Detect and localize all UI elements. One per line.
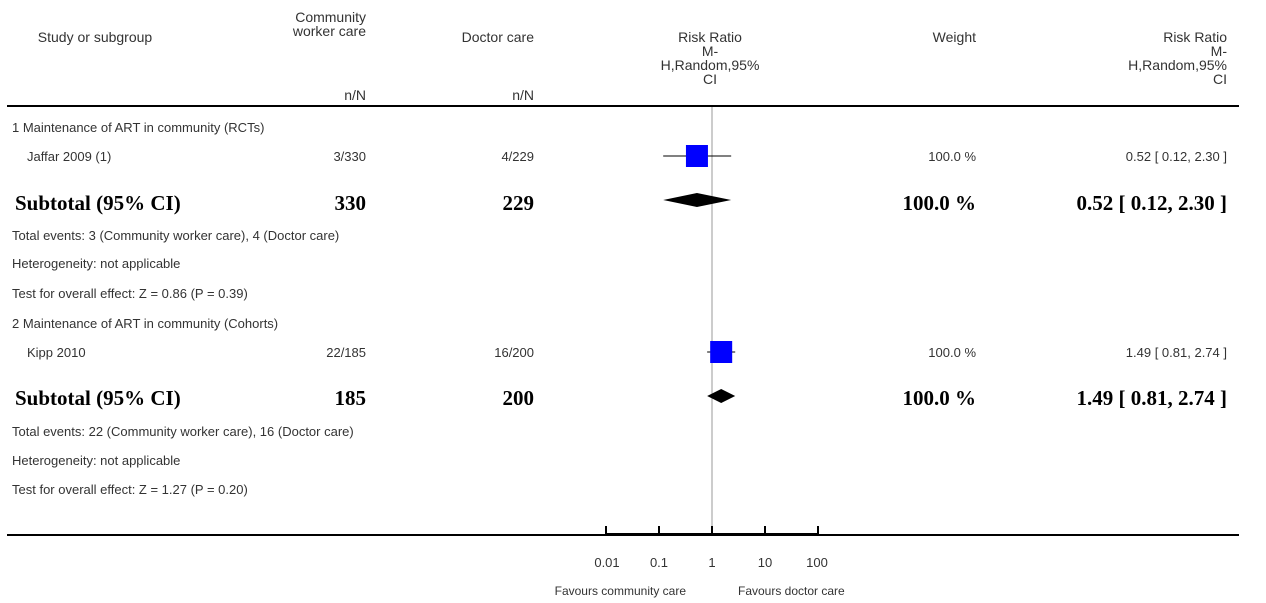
subgroup-title: 2 Maintenance of ART in community (Cohor… bbox=[12, 316, 279, 331]
header-ci: Risk Ratio M- H,Random,95% CI bbox=[1128, 29, 1227, 87]
study-group2-events: 16/200 bbox=[494, 345, 534, 360]
study-group1-events: 3/330 bbox=[333, 149, 366, 164]
subgroup-title: 1 Maintenance of ART in community (RCTs) bbox=[12, 120, 265, 135]
study-ci: 0.52 [ 0.12, 2.30 ] bbox=[1125, 149, 1227, 164]
subtotal-diamond bbox=[707, 389, 736, 403]
header-group1: Community worker care bbox=[292, 9, 366, 39]
heterogeneity: Heterogeneity: not applicable bbox=[12, 453, 181, 468]
overall-effect: Test for overall effect: Z = 1.27 (P = 0… bbox=[12, 482, 248, 497]
tick-label: 10 bbox=[757, 555, 773, 570]
subtotal-weight: 100.0 % bbox=[902, 386, 977, 410]
study-ci: 1.49 [ 0.81, 2.74 ] bbox=[1125, 345, 1227, 360]
study-group2-events: 4/229 bbox=[501, 149, 534, 164]
header-weight: Weight bbox=[932, 29, 976, 45]
header-group1-unit: n/N bbox=[344, 87, 366, 103]
study-marker bbox=[685, 145, 708, 167]
total-events: Total events: 22 (Community worker care)… bbox=[12, 424, 354, 439]
header-group2-unit: n/N bbox=[512, 87, 534, 103]
favours-left-label: Favours community care bbox=[554, 584, 686, 598]
favours-right-label: Favours doctor care bbox=[738, 584, 845, 598]
tick-label: 1 bbox=[708, 555, 716, 570]
study-group1-events: 22/185 bbox=[326, 345, 366, 360]
subtotal-label: Subtotal (95% CI) bbox=[15, 386, 181, 410]
header-study: Study or subgroup bbox=[37, 29, 153, 45]
total-events: Total events: 3 (Community worker care),… bbox=[12, 228, 340, 243]
subtotal-group2: 200 bbox=[502, 386, 535, 410]
subtotal-group1: 330 bbox=[334, 191, 367, 215]
study-marker bbox=[710, 341, 733, 363]
tick-label: 0.1 bbox=[649, 555, 669, 570]
subtotal-ci: 0.52 [ 0.12, 2.30 ] bbox=[1076, 191, 1228, 215]
study-name: Jaffar 2009 (1) bbox=[27, 149, 112, 164]
header-plot: Risk Ratio M- H,Random,95% CI bbox=[660, 29, 760, 87]
heterogeneity: Heterogeneity: not applicable bbox=[12, 256, 181, 271]
subtotal-diamond bbox=[663, 193, 732, 207]
subtotal-weight: 100.0 % bbox=[902, 191, 977, 215]
study-weight: 100.0 % bbox=[928, 345, 976, 360]
subtotal-label: Subtotal (95% CI) bbox=[15, 191, 181, 215]
header-rule bbox=[7, 105, 1239, 107]
subtotal-group2: 229 bbox=[502, 191, 535, 215]
study-name: Kipp 2010 bbox=[27, 345, 86, 360]
tick-label: 100 bbox=[806, 555, 828, 570]
overall-effect: Test for overall effect: Z = 0.86 (P = 0… bbox=[12, 286, 248, 301]
subtotal-ci: 1.49 [ 0.81, 2.74 ] bbox=[1076, 386, 1228, 410]
subtotal-group1: 185 bbox=[334, 386, 367, 410]
header-group2: Doctor care bbox=[461, 29, 534, 45]
study-weight: 100.0 % bbox=[928, 149, 976, 164]
tick-label: 0.01 bbox=[594, 555, 620, 570]
